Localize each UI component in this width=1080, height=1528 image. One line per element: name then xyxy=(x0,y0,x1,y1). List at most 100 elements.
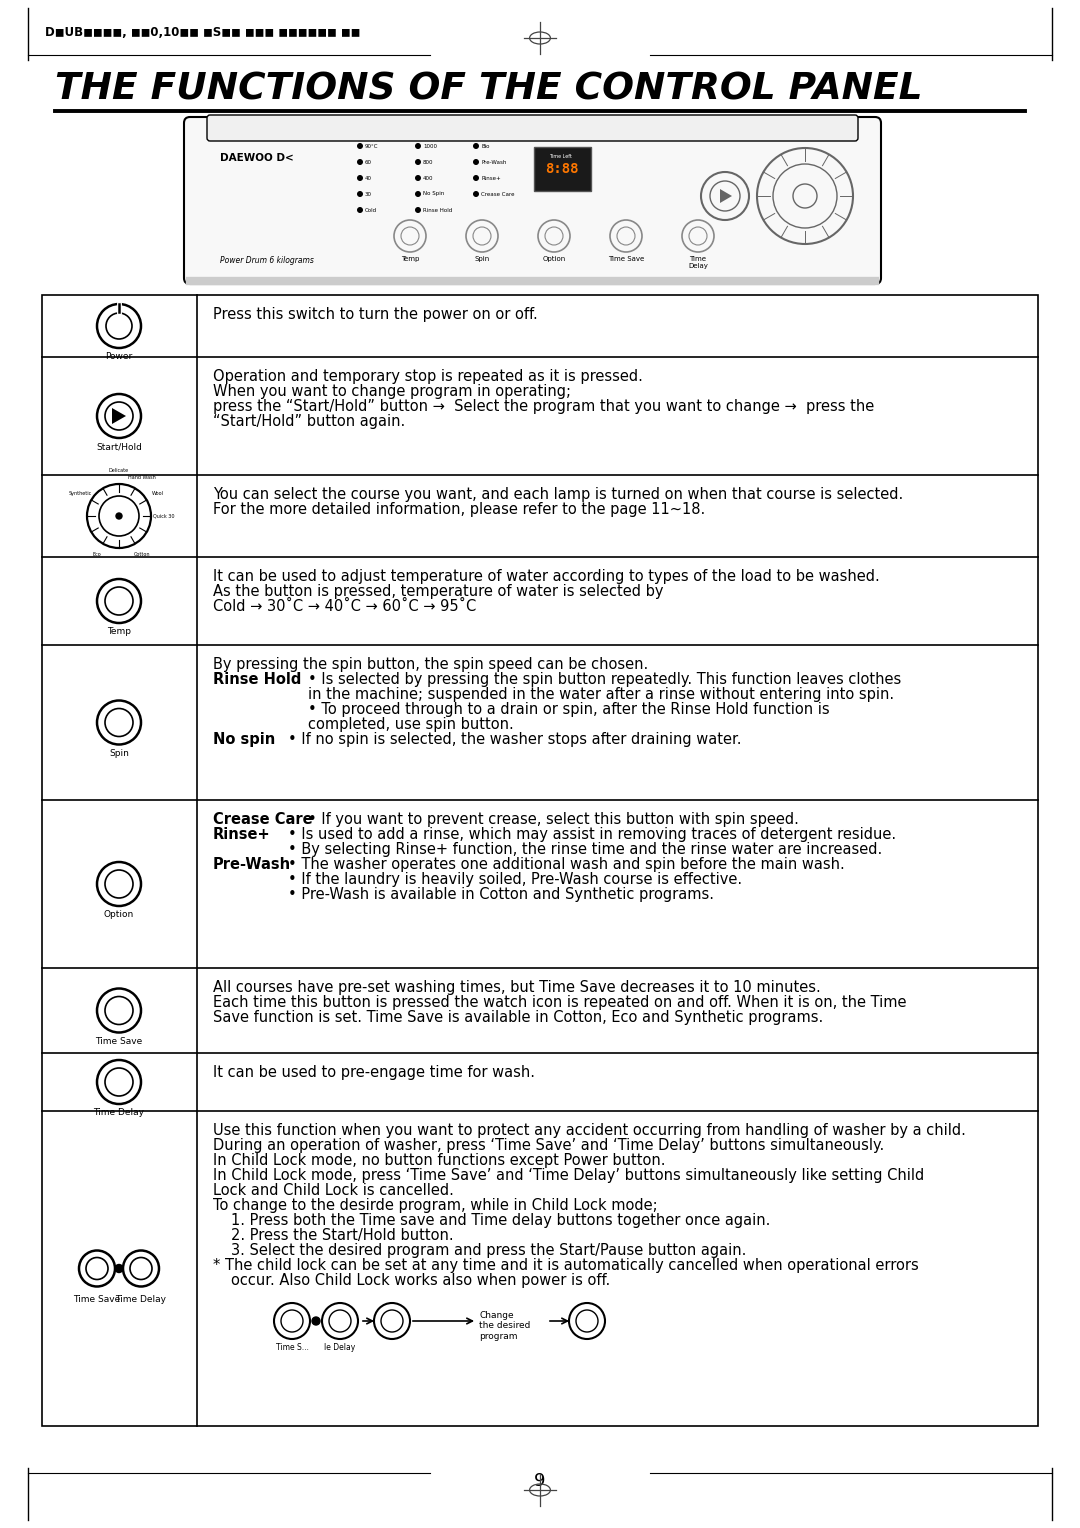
Text: It can be used to pre-engage time for wash.: It can be used to pre-engage time for wa… xyxy=(213,1065,535,1080)
Circle shape xyxy=(415,176,421,180)
Text: Time Delay: Time Delay xyxy=(116,1294,166,1303)
Text: D◼UB◼◼◼◼, ◼◼0,10◼◼ ◼S◼◼ ◼◼◼ ◼◼◼◼◼◼ ◼◼: D◼UB◼◼◼◼, ◼◼0,10◼◼ ◼S◼◼ ◼◼◼ ◼◼◼◼◼◼ ◼◼ xyxy=(45,26,361,38)
Text: Crease Care: Crease Care xyxy=(213,811,312,827)
Polygon shape xyxy=(720,189,732,203)
Circle shape xyxy=(114,1265,123,1273)
Text: Wool: Wool xyxy=(152,490,164,497)
Text: • Pre-Wash is available in Cotton and Synthetic programs.: • Pre-Wash is available in Cotton and Sy… xyxy=(288,886,714,902)
Text: • The washer operates one additional wash and spin before the main wash.: • The washer operates one additional was… xyxy=(288,857,845,872)
Circle shape xyxy=(473,191,480,197)
Text: 40: 40 xyxy=(365,176,372,180)
Text: 3. Select the desired program and press the Start/Pause button again.: 3. Select the desired program and press … xyxy=(231,1242,746,1258)
Circle shape xyxy=(357,206,363,212)
Text: All courses have pre-set washing times, but Time Save decreases it to 10 minutes: All courses have pre-set washing times, … xyxy=(213,979,821,995)
Circle shape xyxy=(415,206,421,212)
Text: 2. Press the Start/Hold button.: 2. Press the Start/Hold button. xyxy=(231,1229,454,1242)
Text: Time Left: Time Left xyxy=(549,154,572,159)
Text: In Child Lock mode, no button functions except Power button.: In Child Lock mode, no button functions … xyxy=(213,1154,665,1167)
Circle shape xyxy=(415,144,421,150)
Text: For the more detailed information, please refer to the page 11~18.: For the more detailed information, pleas… xyxy=(213,503,705,516)
Circle shape xyxy=(473,176,480,180)
Text: Hand Wash: Hand Wash xyxy=(127,475,156,480)
Text: You can select the course you want, and each lamp is turned on when that course : You can select the course you want, and … xyxy=(213,487,903,503)
Text: Start/Hold: Start/Hold xyxy=(96,442,141,451)
FancyBboxPatch shape xyxy=(184,118,881,284)
Text: Cold: Cold xyxy=(365,208,377,212)
Text: Press this switch to turn the power on or off.: Press this switch to turn the power on o… xyxy=(213,307,538,322)
Text: DAEWOO D<: DAEWOO D< xyxy=(220,153,294,163)
Text: During an operation of washer, press ‘Time Save’ and ‘Time Delay’ buttons simult: During an operation of washer, press ‘Ti… xyxy=(213,1138,885,1154)
Text: Time Save: Time Save xyxy=(73,1294,121,1303)
Circle shape xyxy=(473,144,480,150)
Text: * The child lock can be set at any time and it is automatically cancelled when o: * The child lock can be set at any time … xyxy=(213,1258,919,1273)
Text: Crease Care: Crease Care xyxy=(481,191,514,197)
Text: • Is used to add a rinse, which may assist in removing traces of detergent resid: • Is used to add a rinse, which may assi… xyxy=(288,827,896,842)
Text: occur. Also Child Lock works also when power is off.: occur. Also Child Lock works also when p… xyxy=(231,1273,610,1288)
Text: Bio: Bio xyxy=(481,144,489,148)
Text: 8:88: 8:88 xyxy=(545,162,579,176)
Text: • To proceed through to a drain or spin, after the Rinse Hold function is: • To proceed through to a drain or spin,… xyxy=(308,701,829,717)
Circle shape xyxy=(415,191,421,197)
Text: Pre-Wash: Pre-Wash xyxy=(213,857,292,872)
Text: Power Drum 6 kilograms: Power Drum 6 kilograms xyxy=(220,257,314,264)
Text: Time S...: Time S... xyxy=(275,1343,309,1352)
Text: 9: 9 xyxy=(535,1471,545,1490)
Text: Option: Option xyxy=(104,911,134,918)
Text: No Spin: No Spin xyxy=(423,191,444,197)
Circle shape xyxy=(415,159,421,165)
Text: By pressing the spin button, the spin speed can be chosen.: By pressing the spin button, the spin sp… xyxy=(213,657,648,672)
Text: “Start/Hold” button again.: “Start/Hold” button again. xyxy=(213,414,405,429)
Circle shape xyxy=(116,513,122,520)
Text: Rinse Hold: Rinse Hold xyxy=(213,672,301,688)
Text: Rinse+: Rinse+ xyxy=(481,176,501,180)
Circle shape xyxy=(312,1317,320,1325)
Text: Save function is set. Time Save is available in Cotton, Eco and Synthetic progra: Save function is set. Time Save is avail… xyxy=(213,1010,823,1025)
Circle shape xyxy=(357,144,363,150)
Text: Cotton: Cotton xyxy=(133,553,150,558)
Text: in the machine; suspended in the water after a rinse without entering into spin.: in the machine; suspended in the water a… xyxy=(308,688,894,701)
Text: 400: 400 xyxy=(423,176,433,180)
Text: Rinse Hold: Rinse Hold xyxy=(423,208,453,212)
Text: 60: 60 xyxy=(365,159,372,165)
Text: Synthetic: Synthetic xyxy=(68,490,92,497)
Circle shape xyxy=(473,159,480,165)
Text: To change to the desirde program, while in Child Lock mode;: To change to the desirde program, while … xyxy=(213,1198,658,1213)
Text: Time Delay: Time Delay xyxy=(94,1108,145,1117)
Text: press the “Start/Hold” button →  Select the program that you want to change →  p: press the “Start/Hold” button → Select t… xyxy=(213,399,874,414)
Text: 1. Press both the Time save and Time delay buttons together once again.: 1. Press both the Time save and Time del… xyxy=(231,1213,770,1229)
Text: Time
Delay: Time Delay xyxy=(688,257,707,269)
Text: le Delay: le Delay xyxy=(324,1343,355,1352)
Text: When you want to change program in operating;: When you want to change program in opera… xyxy=(213,384,571,399)
Text: Spin: Spin xyxy=(109,749,129,758)
FancyBboxPatch shape xyxy=(534,147,591,191)
Polygon shape xyxy=(112,408,126,423)
Text: Rinse+: Rinse+ xyxy=(213,827,271,842)
Text: No spin: No spin xyxy=(213,732,275,747)
Text: Operation and temporary stop is repeated as it is pressed.: Operation and temporary stop is repeated… xyxy=(213,368,643,384)
Text: Each time this button is pressed the watch icon is repeated on and off. When it : Each time this button is pressed the wat… xyxy=(213,995,906,1010)
Text: THE FUNCTIONS OF THE CONTROL PANEL: THE FUNCTIONS OF THE CONTROL PANEL xyxy=(55,72,922,108)
Text: • By selecting Rinse+ function, the rinse time and the rinse water are increased: • By selecting Rinse+ function, the rins… xyxy=(288,842,882,857)
Text: As the button is pressed, temperature of water is selected by: As the button is pressed, temperature of… xyxy=(213,584,663,599)
Text: Power: Power xyxy=(106,351,133,361)
Text: Option: Option xyxy=(542,257,566,261)
Circle shape xyxy=(357,159,363,165)
Circle shape xyxy=(357,191,363,197)
Text: Lock and Child Lock is cancelled.: Lock and Child Lock is cancelled. xyxy=(213,1183,454,1198)
Text: • If the laundry is heavily soiled, Pre-Wash course is effective.: • If the laundry is heavily soiled, Pre-… xyxy=(288,872,742,886)
Text: • If no spin is selected, the washer stops after draining water.: • If no spin is selected, the washer sto… xyxy=(288,732,742,747)
Text: 90°C: 90°C xyxy=(365,144,378,148)
Text: Temp: Temp xyxy=(107,626,131,636)
Text: 800: 800 xyxy=(423,159,433,165)
Text: Quick 30: Quick 30 xyxy=(153,513,175,518)
Text: Cold → 30˚C → 40˚C → 60˚C → 95˚C: Cold → 30˚C → 40˚C → 60˚C → 95˚C xyxy=(213,599,476,614)
Text: completed, use spin button.: completed, use spin button. xyxy=(308,717,514,732)
Text: Pre-Wash: Pre-Wash xyxy=(481,159,507,165)
Text: Time Save: Time Save xyxy=(608,257,644,261)
FancyBboxPatch shape xyxy=(207,115,858,141)
Text: Eco: Eco xyxy=(92,553,100,558)
Text: In Child Lock mode, press ‘Time Save’ and ‘Time Delay’ buttons simultaneously li: In Child Lock mode, press ‘Time Save’ an… xyxy=(213,1167,924,1183)
Text: Delicate: Delicate xyxy=(109,469,130,474)
Text: 30: 30 xyxy=(365,191,372,197)
Text: • If you want to prevent crease, select this button with spin speed.: • If you want to prevent crease, select … xyxy=(308,811,799,827)
